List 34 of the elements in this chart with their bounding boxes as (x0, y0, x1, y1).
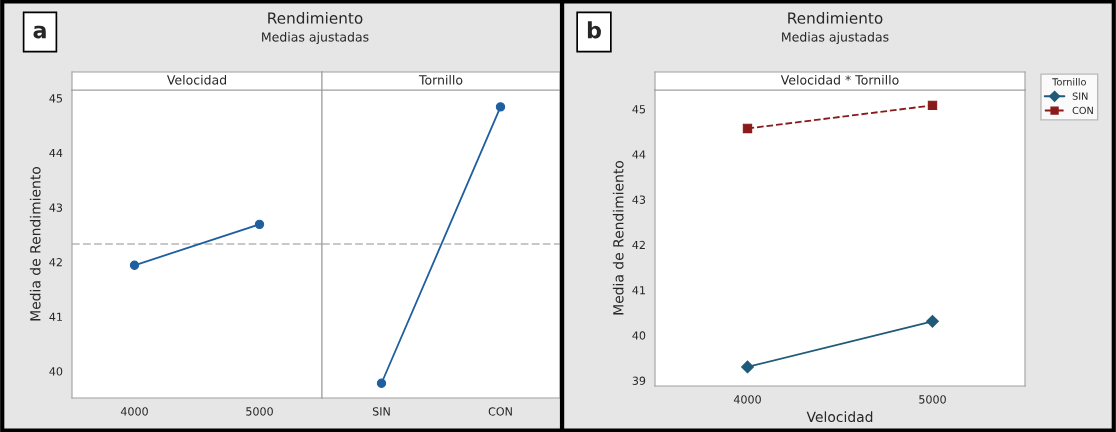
chart-subtitle: Medias ajustadas (262, 32, 369, 45)
y-tick-label: 42 (632, 240, 645, 250)
text: Tornillo (418, 74, 463, 85)
x-tick-label: SIN (372, 407, 390, 416)
y-tick-label: 45 (49, 94, 62, 103)
x-tick-label: 4000 (120, 407, 148, 416)
x-tick-label: 5000 (919, 395, 946, 404)
chart-subtitle: Medias ajustadas (782, 32, 889, 45)
chart-title: Rendimiento (268, 12, 363, 24)
legend-title: Tornillo (1052, 78, 1086, 86)
x-tick-label: 4000 (733, 395, 761, 404)
y-tick-label: 39 (632, 376, 646, 385)
x-tick-label: 5000 (246, 407, 273, 416)
text: Velocidad (166, 74, 226, 85)
y-axis-title: Media de Rendimiento (29, 166, 41, 321)
legend-label: CON (1072, 106, 1093, 115)
x-axis-title: Velocidad (806, 411, 873, 423)
y-tick-label: 43 (632, 195, 646, 204)
y-tick-label: 44 (49, 148, 63, 158)
y-axis-title: Media de Rendimiento (612, 160, 624, 315)
y-tick-label: 40 (49, 367, 63, 376)
x-tick-label: CON (488, 407, 512, 416)
y-tick-label: 43 (49, 203, 63, 212)
chart-title: Rendimiento (788, 12, 883, 24)
legend-label: SIN (1072, 92, 1088, 100)
y-tick-label: 41 (49, 312, 62, 321)
text: Velocidad * Tornillo (780, 74, 899, 85)
y-tick-label: 40 (632, 331, 646, 340)
text: b (587, 21, 601, 39)
y-tick-label: 45 (632, 105, 645, 114)
y-tick-label: 44 (632, 150, 646, 159)
y-tick-label: 42 (49, 258, 62, 267)
y-tick-label: 41 (632, 286, 645, 295)
text: a (33, 25, 46, 39)
